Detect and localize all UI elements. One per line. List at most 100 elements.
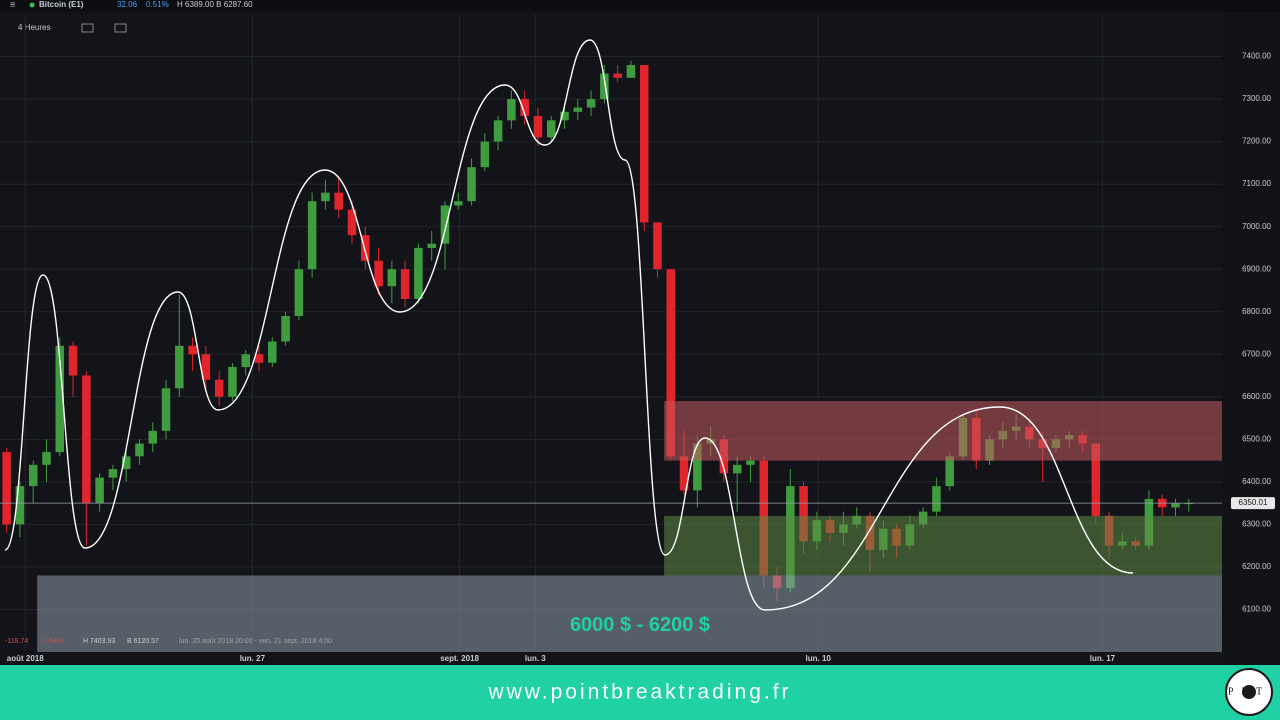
candle-body (334, 192, 343, 210)
candle-body (254, 354, 264, 363)
plot: 6100.00 6200.00 6300.00 6400.00 6500.00 6600.… (0, 14, 1280, 665)
candle-body (467, 167, 476, 202)
candle-body (294, 269, 304, 316)
candle-body (161, 388, 171, 431)
candle-body (28, 464, 38, 487)
candle-body (347, 209, 357, 236)
candle-body (453, 201, 463, 206)
last-price-label: 6350.01 (1239, 498, 1268, 507)
candle-body (666, 269, 676, 457)
candle-body (82, 375, 91, 504)
candle-body (427, 243, 436, 248)
info-change: -118.74 (5, 638, 28, 645)
candle-body (586, 99, 596, 108)
candle-body (573, 107, 583, 112)
candle-body (68, 345, 78, 376)
candle-body (1184, 503, 1194, 505)
candle-body (679, 456, 689, 491)
status-dot (29, 2, 35, 8)
candle-body (493, 120, 503, 142)
zone-label: 6000 $ - 6200 $ (570, 614, 710, 636)
menu-icon[interactable]: ≡ (10, 0, 15, 9)
zone (664, 401, 1222, 461)
candle-body (560, 111, 569, 121)
candle-body (732, 464, 742, 474)
candle-body (135, 443, 144, 457)
candle-body (95, 477, 104, 504)
y-tick-label: 6100.00 (1242, 605, 1271, 614)
candle-body (626, 65, 636, 78)
price-axis (1222, 14, 1280, 665)
footer-bar (0, 665, 1280, 720)
x-tick-label: sept. 2018 (440, 654, 479, 663)
candle-body (42, 452, 51, 465)
candle-body (241, 354, 250, 368)
candle-body (387, 269, 397, 287)
y-tick-label: 6400.00 (1242, 477, 1271, 486)
y-tick-label: 7300.00 (1242, 94, 1271, 103)
y-tick-label: 7400.00 (1242, 52, 1271, 61)
y-tick-label: 6900.00 (1242, 264, 1271, 273)
tool-icon[interactable] (81, 23, 94, 33)
candle-body (533, 116, 543, 138)
y-tick-label: 6600.00 (1242, 392, 1271, 401)
change-pct: 0.51% (146, 0, 169, 9)
candle-body (228, 367, 237, 397)
info-high: H 7403.93 (83, 638, 115, 645)
candle-body (148, 430, 158, 444)
candle-body (507, 99, 516, 121)
candle-body (307, 201, 317, 270)
zone (37, 575, 1223, 652)
wave-drawing (4, 39, 1134, 611)
candle-body (613, 73, 622, 78)
candle-body (414, 247, 423, 299)
x-tick-label: lun. 27 (240, 654, 266, 663)
range: H 6389.00 B 6287.60 (177, 0, 253, 9)
candle-body (15, 486, 25, 525)
y-tick-label: 7200.00 (1242, 137, 1271, 146)
y-tick-label: 6300.00 (1242, 520, 1271, 529)
candle-body (693, 443, 702, 491)
x-tick-label: lun. 3 (525, 654, 546, 663)
candle-body (321, 192, 330, 202)
candle-body (520, 99, 529, 117)
candle-body (653, 222, 662, 270)
info-period: lun. 20 août 2018 20:00 - ven. 21 sept. … (179, 638, 332, 645)
y-tick-label: 6500.00 (1242, 434, 1271, 443)
logo-dot (1242, 685, 1256, 699)
candle-body (214, 379, 224, 397)
y-tick-label: 6200.00 (1242, 562, 1271, 571)
candle-body (108, 469, 118, 478)
candle-body (400, 269, 410, 299)
candle-body (361, 235, 370, 261)
candle-body (1091, 443, 1101, 516)
footer-url[interactable]: www.pointbreaktrading.fr (487, 681, 791, 704)
header-bar (0, 0, 1280, 12)
candle-body (639, 65, 649, 223)
candle-body (480, 141, 490, 168)
candle-body (55, 345, 65, 453)
y-tick-label: 6800.00 (1242, 307, 1271, 316)
y-tick-label: 7000.00 (1242, 222, 1271, 231)
tool-icon[interactable] (114, 23, 127, 33)
candle-body (268, 341, 277, 363)
candle-body (932, 486, 941, 512)
logo-text: PBT (1228, 686, 1270, 697)
x-tick-label: août 2018 (7, 654, 44, 663)
zone (664, 515, 1222, 576)
y-tick-label: 6700.00 (1242, 349, 1271, 358)
symbol[interactable]: Bitcoin (E1) (39, 0, 84, 9)
change: 32.06 (117, 0, 138, 9)
candle-body (121, 456, 131, 470)
candle-body (600, 73, 609, 100)
candle-body (281, 315, 290, 342)
candle-body (746, 460, 755, 465)
candle-body (546, 120, 556, 138)
candle-body (374, 260, 383, 287)
candle-body (1171, 503, 1180, 508)
y-tick-label: 7100.00 (1242, 179, 1271, 188)
interval[interactable]: 4 Heures (18, 23, 50, 32)
info-change-pct: -1.84% (41, 638, 63, 645)
candle-body (175, 345, 184, 389)
